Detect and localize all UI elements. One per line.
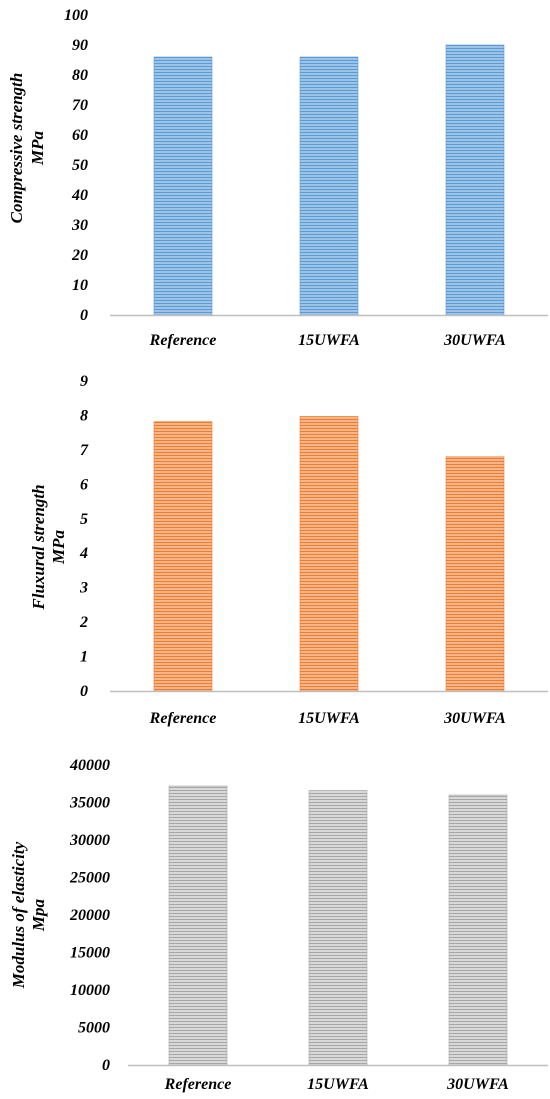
y-tick-label: 0 <box>80 683 88 700</box>
y-tick-label: 60 <box>72 127 88 144</box>
x-category-label: 30UWFA <box>443 710 506 727</box>
y-tick-label: 8 <box>80 407 88 424</box>
y-tick-label: 90 <box>72 37 88 54</box>
y-tick-label: 40000 <box>69 757 110 774</box>
y-axis-label: Modulus of elasticity <box>9 841 28 989</box>
y-tick-label: 80 <box>72 67 88 84</box>
y-tick-label: 10 <box>72 277 88 294</box>
bar-15uwfa <box>299 56 359 316</box>
y-tick-label: 30000 <box>69 832 110 849</box>
y-axis-unit-label: Mpa <box>29 898 48 932</box>
bar-15uwfa <box>308 790 368 1066</box>
bar-30uwfa <box>445 44 505 316</box>
x-category-label: 15UWFA <box>298 332 360 349</box>
y-axis-unit-label: MPa <box>28 131 47 167</box>
x-category-label: 15UWFA <box>307 1076 369 1093</box>
modulus-of-elasticity-chart: 0 5000 10000 15000 20000 25000 30000 35000 40000… <box>0 745 550 1099</box>
bar-30uwfa <box>448 794 508 1066</box>
y-tick-label: 10000 <box>70 982 110 999</box>
y-tick-label: 4 <box>79 545 88 562</box>
y-tick-label: 5000 <box>78 1020 110 1037</box>
y-axis-label: Fluxural strength <box>29 484 48 610</box>
y-axis-label: Compressive strength <box>7 73 26 224</box>
modulus-of-elasticity-svg: 0 5000 10000 15000 20000 25000 30000 35000 40000… <box>9 757 548 1093</box>
y-tick-label: 40 <box>71 187 88 204</box>
bar-reference <box>153 56 213 316</box>
y-tick-label: 70 <box>72 97 88 114</box>
flexural-strength-svg: 0 1 2 3 4 5 6 7 8 9 Reference 15UWFA 30UWFA Fluxural … <box>29 373 548 727</box>
bar-15uwfa <box>299 416 359 692</box>
y-tick-label: 9 <box>80 373 88 390</box>
bar-30uwfa <box>445 456 505 692</box>
y-tick-label: 30 <box>71 217 88 234</box>
x-category-label: Reference <box>149 332 217 349</box>
x-category-label: 30UWFA <box>446 1076 509 1093</box>
compressive-strength-svg: 0 10 20 30 40 50 60 70 80 90 100 Reference 15UWFA 30U… <box>7 7 548 349</box>
y-tick-label: 2 <box>79 614 88 631</box>
y-tick-label: 0 <box>80 307 88 324</box>
y-tick-label: 6 <box>80 476 88 493</box>
y-tick-label: 0 <box>102 1057 110 1074</box>
y-tick-label: 15000 <box>70 945 110 962</box>
y-tick-label: 35000 <box>69 795 110 812</box>
y-tick-label: 50 <box>72 157 88 174</box>
x-category-label: Reference <box>149 710 217 727</box>
y-tick-label: 100 <box>64 7 88 24</box>
y-tick-label: 20000 <box>69 907 110 924</box>
y-tick-label: 20 <box>71 247 88 264</box>
y-tick-label: 7 <box>80 442 89 459</box>
y-tick-label: 5 <box>80 511 88 528</box>
y-tick-label: 1 <box>80 649 88 666</box>
y-tick-label: 3 <box>79 580 88 597</box>
y-tick-label: 25000 <box>69 870 110 887</box>
compressive-strength-chart: 0 10 20 30 40 50 60 70 80 90 100 Reference 15UWFA 30U… <box>0 0 550 360</box>
x-category-label: 30UWFA <box>443 332 506 349</box>
x-category-label: Reference <box>164 1076 232 1093</box>
y-axis-unit-label: MPa <box>49 530 68 566</box>
flexural-strength-chart: 0 1 2 3 4 5 6 7 8 9 Reference 15UWFA 30UWFA Fluxural … <box>0 362 550 740</box>
x-category-label: 15UWFA <box>298 710 360 727</box>
bar-reference <box>168 785 228 1066</box>
bar-reference <box>153 421 213 692</box>
